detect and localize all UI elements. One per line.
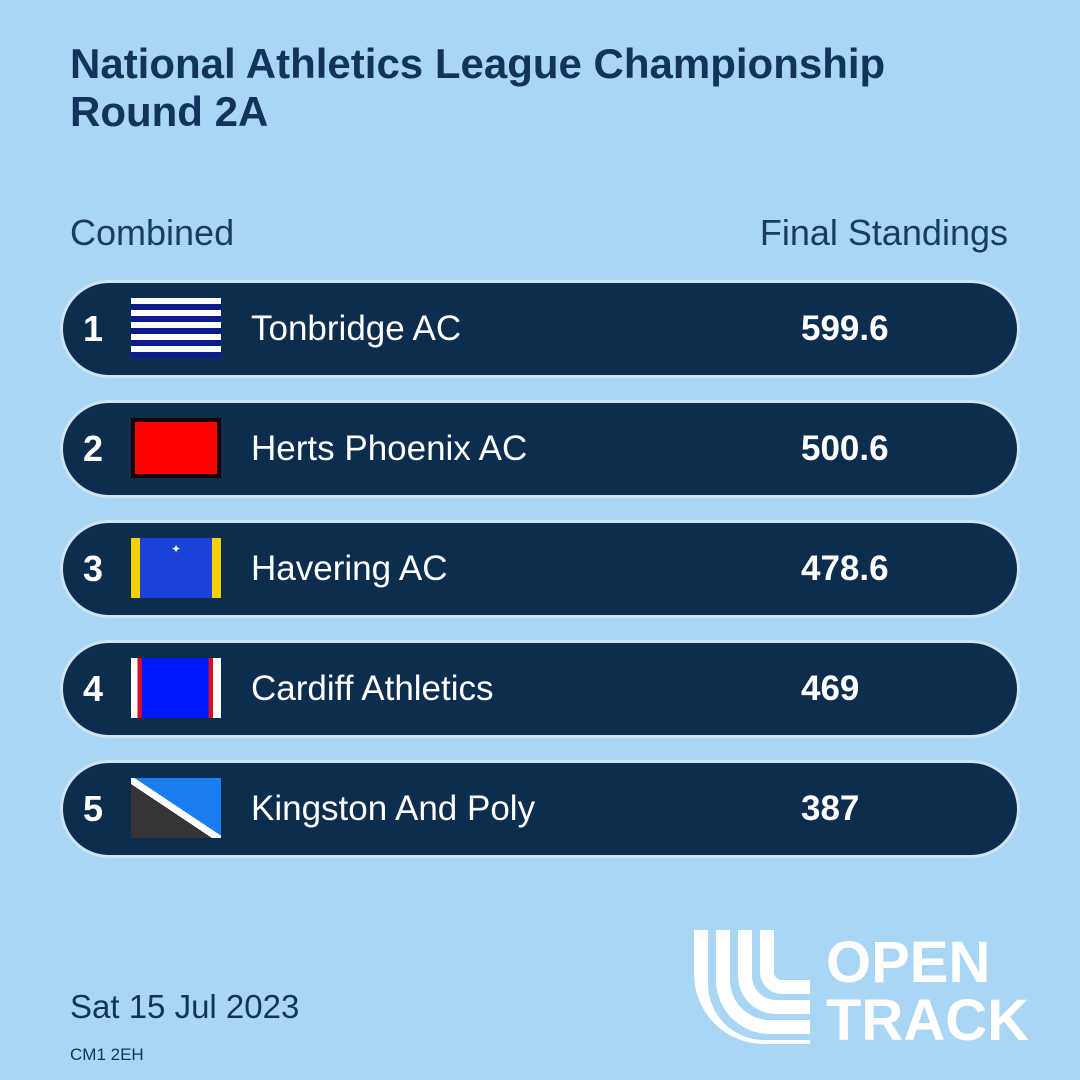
- club-name: Herts Phoenix AC: [251, 429, 528, 468]
- club-name: Tonbridge AC: [251, 309, 462, 348]
- club-score: 500.6: [801, 429, 889, 468]
- club-flag-icon: [131, 778, 221, 838]
- club-name: Havering AC: [251, 549, 448, 588]
- rank: 4: [83, 668, 104, 709]
- opentrack-track-icon: [694, 930, 810, 1044]
- standing-row: 3 ✦ Havering AC 478.6: [60, 520, 1020, 618]
- club-name: Cardiff Athletics: [251, 669, 494, 708]
- standings-list: 1 Tonbridge AC 599.6 2 Herts Phoenix AC …: [60, 280, 1020, 880]
- rank: 5: [83, 788, 104, 829]
- standing-row: 4 Cardiff Athletics 469: [60, 640, 1020, 738]
- standing-row: 5 Kingston And Poly 387: [60, 760, 1020, 858]
- bird-emblem-icon: ✦: [170, 542, 182, 556]
- club-flag-icon: [131, 418, 221, 478]
- club-flag-icon: ✦: [131, 538, 221, 598]
- standing-row: 1 Tonbridge AC 599.6: [60, 280, 1020, 378]
- club-score: 599.6: [801, 309, 889, 348]
- club-flag-icon: [131, 298, 221, 358]
- club-name: Kingston And Poly: [251, 789, 536, 828]
- rank: 1: [83, 308, 104, 349]
- subheader-combined: Combined: [70, 212, 235, 253]
- rank: 3: [83, 548, 104, 589]
- logo-line-2: TRACK: [826, 988, 1029, 1044]
- title-line-2: Round 2A: [70, 88, 269, 135]
- club-flag-icon: [131, 658, 221, 718]
- title-line-1: National Athletics League Championship: [70, 40, 886, 87]
- standing-row: 2 Herts Phoenix AC 500.6: [60, 400, 1020, 498]
- event-date: Sat 15 Jul 2023: [70, 988, 300, 1025]
- rank: 2: [83, 428, 104, 469]
- subheader-final-standings: Final Standings: [759, 212, 1008, 253]
- opentrack-logo: OPEN TRACK: [694, 930, 1029, 1044]
- club-score: 469: [801, 669, 860, 708]
- club-score: 387: [801, 789, 860, 828]
- club-score: 478.6: [801, 549, 889, 588]
- page-title: National Athletics League Championship R…: [70, 40, 885, 136]
- logo-line-1: OPEN: [826, 930, 990, 995]
- event-postcode: CM1 2EH: [70, 1045, 144, 1064]
